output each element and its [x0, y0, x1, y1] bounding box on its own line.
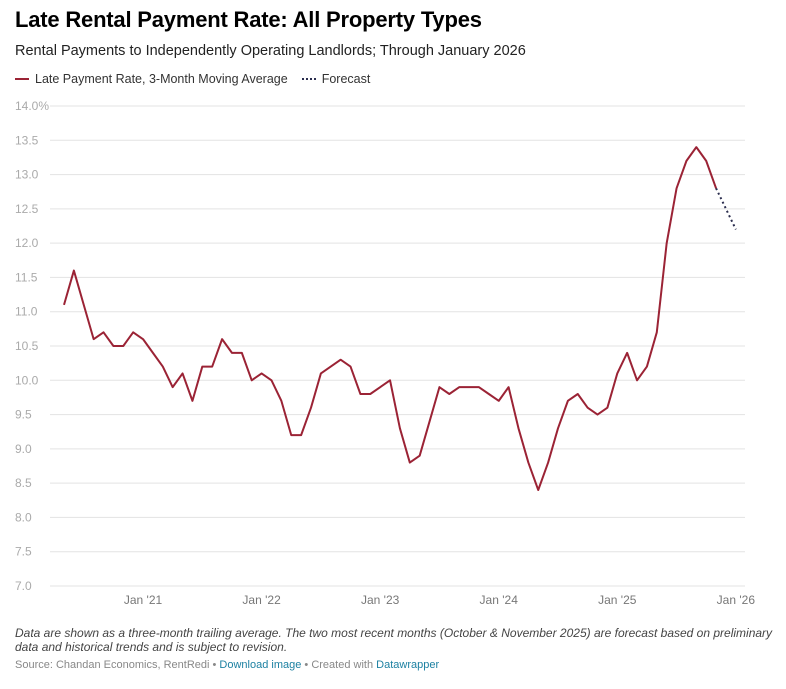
x-tick-label: Jan '23 [361, 593, 400, 607]
chart-subtitle: Rental Payments to Independently Operati… [15, 43, 526, 59]
legend-line-swatch [15, 78, 29, 80]
y-tick-label: 10.5 [15, 339, 39, 353]
late-payment-rate-line [63, 146, 718, 491]
y-tick-label: 13.0 [15, 168, 39, 182]
legend-forecast-label: Forecast [321, 72, 371, 86]
legend-series-label: Late Payment Rate, 3-Month Moving Averag… [35, 72, 288, 86]
separator: • [209, 659, 220, 671]
footnote: Data are shown as a three-month trailing… [15, 626, 773, 654]
legend-dotted-swatch [301, 78, 316, 80]
x-tick-label: Jan '22 [242, 593, 281, 607]
download-image-link[interactable]: Download image [219, 659, 302, 671]
y-tick-label: 7.0 [15, 579, 32, 593]
line-chart: 14.0% 13.5 13.0 12.5 12.0 11.5 11.0 10.5 10.0 9.5… [15, 99, 756, 607]
source-line: Source: Chandan Economics, RentRedi • Do… [15, 659, 439, 671]
legend: Late Payment Rate, 3-Month Moving Averag… [15, 72, 370, 86]
separator: • [301, 659, 312, 671]
y-tick-label: 8.5 [15, 476, 32, 490]
x-tick-label: Jan '24 [480, 593, 519, 607]
y-tick-label: 9.5 [15, 408, 32, 422]
y-tick-label: 14.0% [15, 99, 49, 113]
y-tick-label: 11.0 [15, 305, 38, 319]
y-tick-label: 11.5 [15, 270, 38, 284]
y-tick-label: 12.0 [15, 236, 39, 250]
created-with-text: Created with [311, 659, 374, 671]
chart-title: Late Rental Payment Rate: All Property T… [15, 7, 482, 32]
x-tick-label: Jan '21 [124, 593, 163, 607]
y-tick-label: 10.0 [15, 373, 39, 387]
y-tick-label: 12.5 [15, 202, 39, 216]
x-tick-label: Jan '26 [717, 593, 756, 607]
y-tick-label: 13.5 [15, 133, 39, 147]
y-tick-label: 7.5 [15, 545, 32, 559]
y-tick-label: 8.0 [15, 510, 32, 524]
y-tick-label: 9.0 [15, 442, 32, 456]
x-tick-label: Jan '25 [598, 593, 637, 607]
source-text: Source: Chandan Economics, RentRedi [15, 659, 210, 671]
datawrapper-link[interactable]: Datawrapper [376, 659, 440, 671]
